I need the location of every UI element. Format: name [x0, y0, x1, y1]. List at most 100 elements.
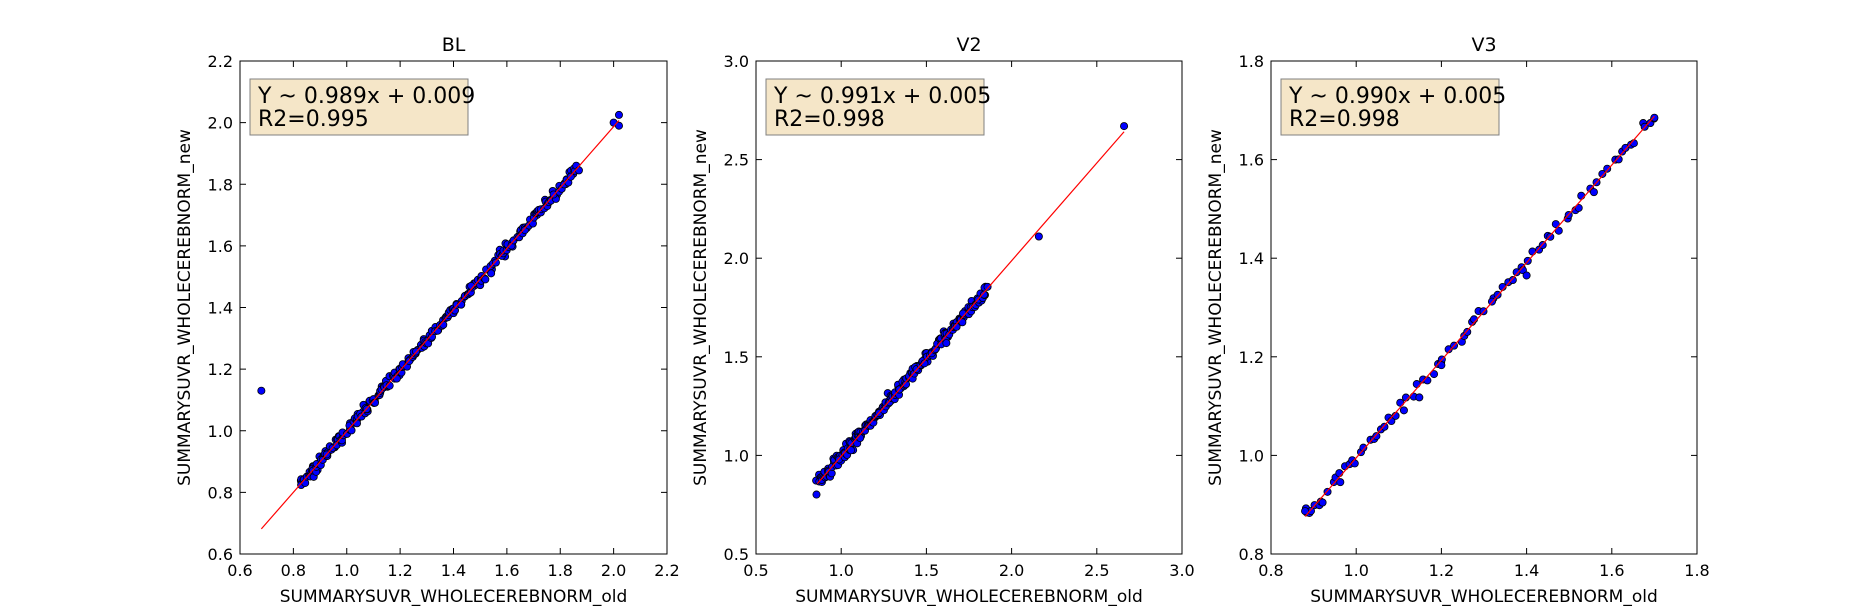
data-point — [1423, 376, 1432, 385]
data-point — [812, 490, 821, 499]
y-tick-label: 1.2 — [1239, 348, 1264, 367]
data-point — [614, 110, 623, 119]
data-point — [1603, 164, 1612, 173]
x-tick-label: 1.5 — [914, 561, 939, 580]
data-point — [1412, 380, 1421, 389]
data-point — [1508, 276, 1517, 285]
data-point — [1546, 232, 1555, 241]
regression-equation: Y ~ 0.990x + 0.005 — [1288, 84, 1506, 109]
y-tick-label: 0.8 — [208, 483, 233, 502]
data-point — [347, 426, 356, 435]
fit-line — [1304, 115, 1655, 517]
x-tick-label: 1.4 — [1514, 561, 1539, 580]
y-tick-label: 1.0 — [208, 422, 233, 441]
x-tick-label: 1.0 — [1343, 561, 1368, 580]
x-axis-label: SUMMARYSUVR_WHOLECEREBNORM_old — [1310, 587, 1658, 607]
data-point — [574, 166, 583, 175]
data-point — [983, 282, 992, 291]
panel-title: V2 — [956, 34, 981, 56]
x-tick-label: 0.6 — [227, 561, 252, 580]
panel-v3: 0.8 1.0 1.2 1.4 1.6 1.8 0.8 1.0 1.2 1.4 1.6 1.8 V3 SU… — [1206, 34, 1710, 607]
r-squared: R2=0.995 — [258, 107, 369, 132]
y-axis-label: SUMMARYSUVR_WHOLECEREBNORM_new — [1206, 129, 1226, 486]
y-tick-label: 1.0 — [1239, 446, 1264, 465]
y-tick-label: 1.8 — [208, 175, 233, 194]
fit-line — [260, 120, 620, 530]
r-squared: R2=0.998 — [774, 107, 885, 132]
panel-v2: 0.5 1.0 1.5 2.0 2.5 3.0 0.5 1.0 1.5 2.0 2.5 3.0 V2 SU… — [691, 34, 1195, 607]
y-tick-label: 1.6 — [1239, 151, 1264, 170]
plot-marks — [812, 122, 1129, 499]
y-tick-label: 1.5 — [724, 348, 749, 367]
y-tick-label: 1.4 — [208, 299, 233, 318]
data-point — [1577, 191, 1586, 200]
data-point — [1415, 393, 1424, 402]
x-tick-label: 2.5 — [1084, 561, 1109, 580]
data-point — [1350, 459, 1359, 468]
x-tick-label: 1.0 — [828, 561, 853, 580]
y-tick-label: 2.2 — [208, 52, 233, 71]
data-point — [979, 290, 988, 299]
data-point — [257, 386, 266, 395]
data-point — [1614, 155, 1623, 164]
x-tick-label: 1.0 — [334, 561, 359, 580]
data-point — [1598, 169, 1607, 178]
r-squared: R2=0.998 — [1289, 107, 1400, 132]
plot-marks — [1301, 113, 1659, 517]
x-tick-label: 1.6 — [1599, 561, 1624, 580]
x-tick-label: 2.0 — [601, 561, 626, 580]
panel-title: BL — [442, 34, 466, 56]
data-point — [487, 269, 496, 278]
x-tick-label: 1.4 — [441, 561, 466, 580]
data-point — [1318, 498, 1327, 507]
data-point — [1444, 345, 1453, 354]
data-point — [920, 359, 929, 368]
data-point — [1336, 478, 1345, 487]
data-point — [1589, 188, 1598, 197]
data-point — [1359, 443, 1368, 452]
data-point — [392, 374, 401, 383]
y-tick-label: 3.0 — [724, 52, 749, 71]
y-axis-label: SUMMARYSUVR_WHOLECEREBNORM_new — [175, 129, 195, 486]
data-point — [1301, 507, 1310, 516]
fit-line — [816, 131, 1125, 484]
annotation-box — [1280, 78, 1500, 136]
x-tick-label: 1.2 — [387, 561, 412, 580]
data-point — [1463, 327, 1472, 336]
data-point — [491, 258, 500, 267]
data-point — [481, 275, 490, 284]
x-axis-label: SUMMARYSUVR_WHOLECEREBNORM_old — [795, 587, 1143, 607]
data-point — [847, 446, 856, 455]
data-point — [1528, 247, 1537, 256]
data-point — [942, 339, 951, 348]
y-axis-label: SUMMARYSUVR_WHOLECEREBNORM_new — [691, 129, 711, 486]
x-tick-label: 0.5 — [743, 561, 768, 580]
data-point — [1650, 113, 1659, 122]
y-tick-label: 1.2 — [208, 360, 233, 379]
data-point — [1430, 370, 1439, 379]
x-tick-label: 1.8 — [548, 561, 573, 580]
data-point — [1335, 469, 1344, 478]
x-tick-label: 1.6 — [494, 561, 519, 580]
y-tick-label: 1.0 — [724, 446, 749, 465]
data-point — [1522, 271, 1531, 280]
y-tick-label: 2.5 — [724, 151, 749, 170]
annotation-box — [765, 78, 985, 136]
x-tick-label: 2.2 — [654, 561, 679, 580]
data-point — [1372, 432, 1381, 441]
annotation-box — [249, 78, 469, 136]
y-tick-label: 1.8 — [1239, 52, 1264, 71]
y-tick-label: 0.5 — [724, 545, 749, 564]
x-tick-label: 3.0 — [1169, 561, 1194, 580]
x-tick-label: 1.2 — [1429, 561, 1454, 580]
x-tick-label: 0.8 — [281, 561, 306, 580]
x-axis-label: SUMMARYSUVR_WHOLECEREBNORM_old — [280, 587, 628, 607]
y-tick-label: 2.0 — [208, 114, 233, 133]
data-point — [1120, 122, 1129, 131]
y-tick-label: 1.6 — [208, 237, 233, 256]
x-tick-label: 2.0 — [999, 561, 1024, 580]
data-point — [1399, 406, 1408, 415]
